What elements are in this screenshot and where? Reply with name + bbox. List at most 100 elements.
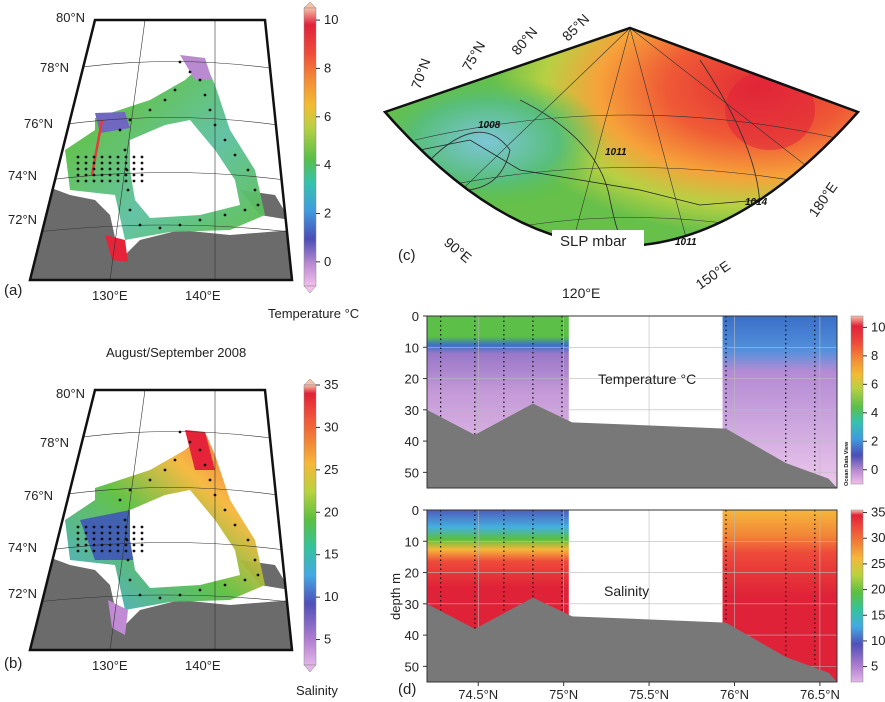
- station-dot: [198, 78, 202, 82]
- panel-label-b: (b): [4, 655, 22, 672]
- section-title: Salinity: [604, 583, 649, 599]
- odv-watermark: Ocean Data View: [844, 441, 850, 486]
- isobar-label: 1014: [745, 197, 768, 208]
- lat-label: 85°N: [559, 11, 592, 44]
- station-dot: [132, 155, 136, 159]
- station-dot: [246, 168, 250, 172]
- x-tick-label: 76.5°N: [800, 687, 840, 702]
- colorbar-tick-label: 2: [324, 205, 331, 220]
- station-dot: [223, 213, 227, 217]
- station-dot: [140, 173, 144, 177]
- station-dot: [76, 543, 80, 547]
- station-dot: [125, 168, 129, 172]
- isobar-label: 1011: [675, 237, 697, 248]
- lon-label: 140°E: [185, 288, 221, 303]
- station-dot: [198, 448, 202, 452]
- station-dot: [84, 161, 88, 165]
- station-dot: [84, 543, 88, 547]
- station-dot: [158, 596, 162, 600]
- station-dot: [124, 531, 128, 535]
- station-dot: [132, 549, 136, 553]
- y-tick-label: 10: [405, 534, 419, 549]
- station-dot: [76, 531, 80, 535]
- station-dot: [84, 173, 88, 177]
- isobar-label: 1011: [605, 147, 627, 158]
- colorbar-tick-label: 10: [324, 12, 338, 27]
- lon-label: 130°E: [92, 288, 128, 303]
- station-dot: [140, 543, 144, 547]
- station-dot: [128, 208, 132, 212]
- station-dot: [124, 155, 128, 159]
- x-tick-label: 75°N: [549, 687, 578, 702]
- station-dot: [125, 538, 129, 542]
- colorbar-tick-label: 0: [871, 462, 878, 477]
- station-dot: [124, 543, 128, 547]
- station-dot: [116, 531, 120, 535]
- y-tick-label: 40: [405, 434, 419, 449]
- y-tick-label: 10: [405, 340, 419, 355]
- station-dot: [92, 537, 96, 541]
- station-dot: [128, 488, 132, 492]
- colorbar-tick-label: 8: [871, 348, 878, 363]
- station-dot: [108, 179, 112, 183]
- station-dot: [256, 203, 260, 207]
- panel-c-slp-map: SLP mbar 1008 1011 1014 1011 70°N 75°N 8…: [382, 11, 861, 301]
- station-dot: [126, 558, 130, 562]
- colorbar-tick-label: 30: [871, 530, 885, 545]
- colorbar-salinity-b: 5 10 15 20 25 30 35 Salinity: [296, 377, 338, 698]
- station-dot: [100, 173, 104, 177]
- station-dot: [84, 167, 88, 171]
- figure-title: August/September 2008: [106, 345, 246, 360]
- sea-floor: [427, 403, 837, 488]
- colorbar-tick-label: 6: [324, 109, 331, 124]
- station-dot: [100, 161, 104, 165]
- station-dot: [173, 458, 177, 462]
- colorbar-tick-label: 15: [324, 547, 338, 562]
- station-dot: [132, 179, 136, 183]
- x-tick-label: 74.5°N: [458, 687, 498, 702]
- station-dot: [84, 155, 88, 159]
- colorbar-tick-label: 4: [871, 405, 878, 420]
- station-dot: [253, 558, 257, 562]
- colorbar-temperature-d: 0 2 4 6 8 10: [850, 315, 885, 485]
- colorbar-tick-label: 2: [871, 433, 878, 448]
- colorbar-tick-label: 0: [324, 254, 331, 269]
- lat-label: 72°N: [8, 212, 37, 227]
- station-dot: [148, 108, 152, 112]
- station-dot: [118, 128, 122, 132]
- station-dot: [132, 525, 136, 529]
- colorbar-label: Temperature °C: [268, 306, 359, 321]
- station-dot: [100, 543, 104, 547]
- colorbar-tick-label: 35: [324, 377, 338, 392]
- station-dot: [128, 578, 132, 582]
- station-dot: [100, 155, 104, 159]
- station-dot: [132, 167, 136, 171]
- y-tick-label: 20: [405, 372, 419, 387]
- station-dot: [132, 543, 136, 547]
- lat-label: 75°N: [459, 38, 488, 73]
- station-dot: [140, 167, 144, 171]
- station-dot: [84, 537, 88, 541]
- station-dot: [178, 60, 182, 64]
- station-dot: [92, 155, 96, 159]
- sea-floor: [427, 597, 837, 682]
- station-dot: [233, 153, 237, 157]
- station-dot: [213, 123, 217, 127]
- lon-label: 90°E: [441, 234, 475, 266]
- station-dot: [148, 478, 152, 482]
- station-dot: [208, 478, 212, 482]
- station-dot: [140, 537, 144, 541]
- lat-label: 80°N: [56, 386, 85, 401]
- lon-label: 120°E: [562, 285, 600, 301]
- station-dot: [100, 525, 104, 529]
- station-dot: [253, 188, 257, 192]
- station-dot: [208, 108, 212, 112]
- station-dot: [198, 588, 202, 592]
- lat-label: 78°N: [40, 60, 69, 75]
- station-dot: [124, 179, 128, 183]
- station-dot: [188, 70, 192, 74]
- station-dot: [76, 167, 80, 171]
- colorbar-tick-label: 30: [324, 419, 338, 434]
- station-dot: [223, 583, 227, 587]
- station-dot: [108, 531, 112, 535]
